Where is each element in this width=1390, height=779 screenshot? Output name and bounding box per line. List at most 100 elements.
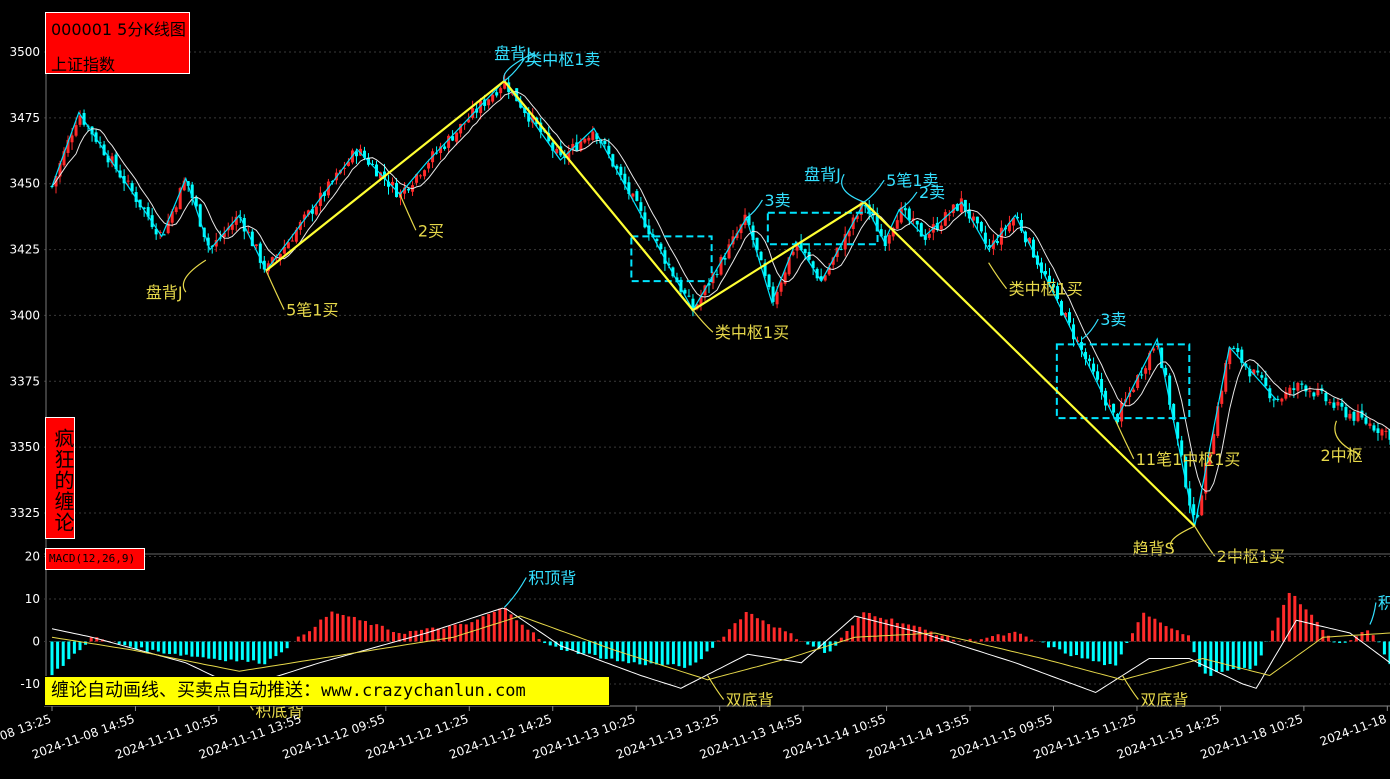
candle-body [591,132,594,140]
candle-body [1264,378,1267,386]
candle-body [768,275,771,288]
candle-body [760,252,763,260]
y-tick-label: 3375 [9,374,40,388]
candle-body [1132,390,1135,392]
candle-body [1336,402,1339,406]
candle-body [619,167,622,175]
annotation-label: 盘背J [146,283,183,302]
candle-body [443,146,446,148]
candle-body [491,95,494,102]
annotation-label: 3卖 [1100,310,1126,329]
annotation-label: 2买 [418,221,444,240]
candle-body [980,222,983,231]
index-name: 上证指数 [51,51,115,75]
candle-body [1344,407,1347,417]
candle-body [1296,383,1299,391]
candle-body [423,170,426,176]
candle-body [1276,399,1279,400]
banner-text: 缠论自动画线、买卖点自动推送： [51,680,321,701]
annotation-label: 11笔1中枢1买 [1136,450,1241,469]
candle-body [255,244,258,246]
candle-body [487,99,490,105]
candle-body [904,208,907,210]
candle-body [1348,414,1351,419]
candle-body [1292,388,1295,390]
candle-body [1068,312,1071,323]
y-tick-label: 3350 [9,440,40,454]
candle-body [916,221,919,225]
candle-body [1144,368,1147,374]
candle-body [639,202,642,211]
candle-body [1232,348,1235,349]
annotation-label: 积 [1378,594,1390,613]
candle-body [1260,375,1263,378]
candle-body [1324,393,1327,401]
annotation-label: 双底背 [726,691,774,710]
chart-title: 000001 5分K线图 [51,16,186,40]
candle-body [1316,389,1319,395]
candle-body [587,138,590,141]
candle-body [407,189,410,191]
candle-body [888,235,891,244]
candle-body [1332,402,1335,407]
candle-body [1308,391,1311,392]
annotation-label: 3卖 [764,191,790,210]
candle-body [603,141,606,144]
annotation-label: 5笔1买 [286,301,338,320]
candle-body [419,175,422,176]
candle-body [631,194,634,197]
promo-banner[interactable]: 缠论自动画线、买卖点自动推送：www.crazychanlun.com [44,676,610,706]
candle-body [1376,428,1379,433]
candle-body [1256,371,1259,373]
candle-body [896,220,899,229]
candle-body [291,241,294,242]
macd-y-tick-label: 20 [25,550,40,564]
candle-body [1288,388,1291,394]
candle-body [427,163,430,168]
candle-body [1088,359,1091,361]
y-tick-label: 3500 [9,45,40,59]
y-tick-label: 3450 [9,177,40,191]
candle-body [75,125,78,136]
candle-body [1328,402,1331,403]
annotation-label: 类中枢1卖 [526,50,600,69]
brand-tag: 疯狂的缠论 [45,417,75,539]
annotation-label: 类中枢1买 [1009,280,1083,299]
macd-y-tick-label: -10 [20,677,40,691]
annotation-label: 积顶背 [528,569,576,588]
candle-body [495,92,498,95]
candle-body [1112,404,1115,413]
candle-body [1092,364,1095,372]
y-tick-label: 3325 [9,506,40,520]
candle-body [724,258,727,260]
candle-body [996,241,999,243]
macd-y-tick-label: 10 [25,592,40,606]
candle-body [1356,412,1359,421]
banner-url[interactable]: www.crazychanlun.com [321,681,526,701]
annotation-label: 2卖 [919,183,945,202]
candle-body [804,249,807,253]
candle-body [1280,399,1283,402]
candle-body [908,208,911,220]
candle-body [1352,412,1355,421]
candle-body [976,217,979,224]
annotation-label: 盘背J [804,165,841,184]
candle-body [655,239,658,241]
candle-body [1236,348,1239,352]
candle-body [1272,399,1275,400]
annotation-label: 类中枢1买 [715,323,789,342]
candle-body [840,249,843,250]
annotation-label: 2中枢 [1320,446,1362,465]
candle-body [940,226,943,230]
annotation-label: 双底背 [1140,691,1188,710]
candle-body [1368,423,1371,425]
macd-indicator-label[interactable]: MACD(12,26,9) [45,548,145,570]
candle-body [1364,417,1367,423]
candle-body [1096,371,1099,379]
candle-body [499,88,502,93]
macd-y-tick-label: 0 [32,635,40,649]
candle-body [1140,374,1143,375]
candle-body [1312,392,1315,396]
candle-body [635,191,638,201]
